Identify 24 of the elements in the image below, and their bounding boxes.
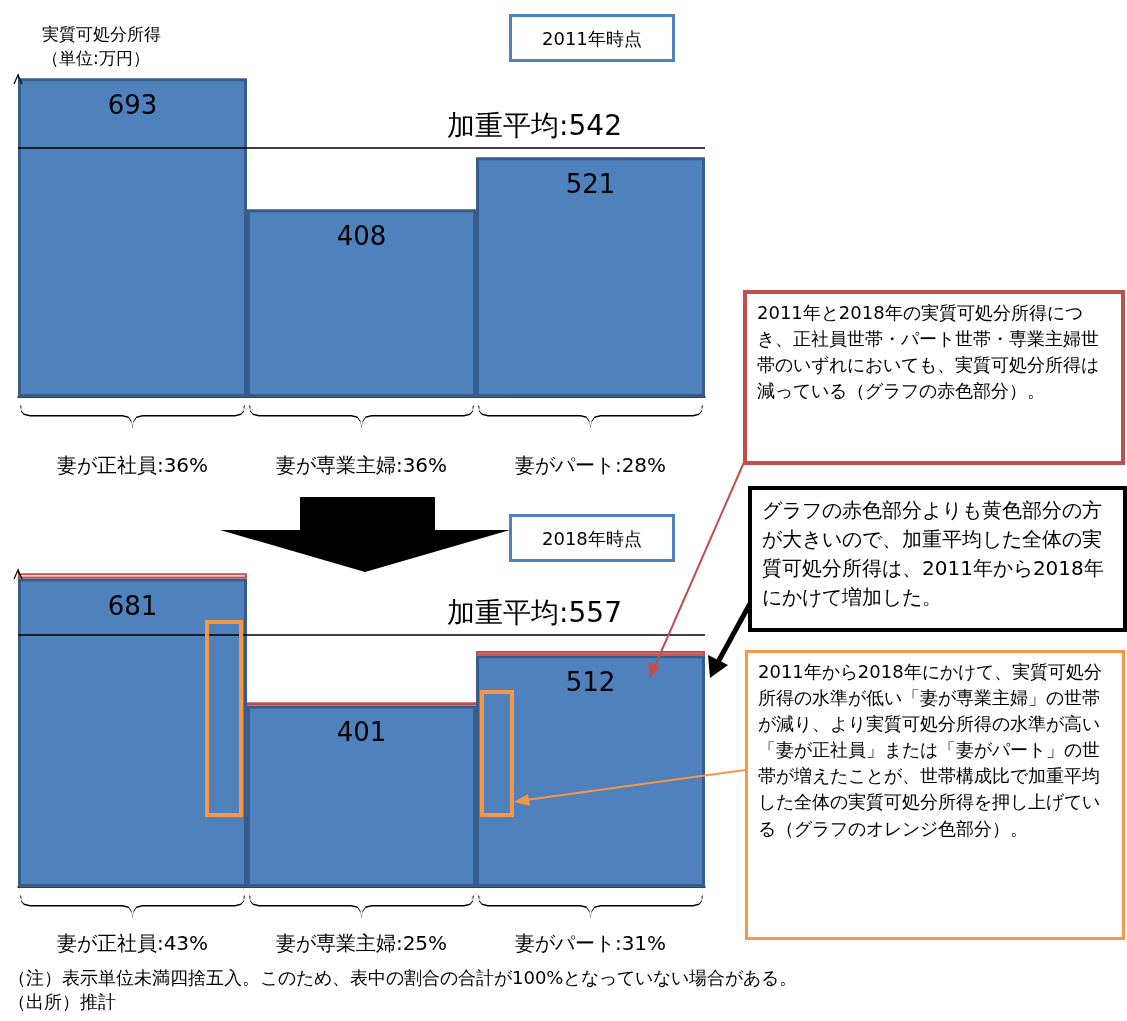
text: 2011年から2018年にかけて、実質可処分所得の水準が低い「妻が専業主婦」の世帯が減り、より実質可処分所得の水準が高い「妻が正社員」または「妻がパート」の世帯が増えたことが、世帯構成比で加重平均した全体の実質可処分所得を押し上げている（グラフのオレンジ色部分）。 [745, 650, 1125, 940]
chart-title: 2011年時点 [542, 27, 642, 49]
bar [18, 573, 247, 579]
text: （注）表示単位未満四捨五入。このため、表中の割合の合計が100%となっていない場合がある。 [8, 966, 798, 990]
x-tick-label: 妻が専業主婦:25% [275, 931, 448, 955]
x-tick-label: 妻が正社員:36% [56, 453, 209, 477]
data-label: 401 [336, 717, 387, 748]
text: 2011年と2018年の実質可処分所得につき、正社員世帯・パート世帯・専業主婦世帯のいずれにおいても、実質可処分所得は減っている（グラフの赤色部分）。 [743, 290, 1125, 465]
ref-line-label: 加重平均:542 [447, 109, 622, 143]
text: グラフの赤色部分よりも黄色部分の方が大きいので、加重平均した全体の実質可処分所得は、2011年から2018年にかけて増加した。 [748, 486, 1127, 632]
data-label: 521 [565, 169, 616, 200]
bar [476, 651, 705, 656]
data-label: 681 [107, 590, 158, 621]
data-label: 408 [336, 221, 387, 252]
y-axis-title: 実質可処分所得（単位:万円） [42, 24, 161, 68]
x-tick-label: 妻がパート:31% [514, 931, 667, 955]
x-tick-label: 妻がパート:28% [514, 453, 667, 477]
chart-title: 2018年時点 [542, 527, 642, 549]
x-tick-label: 妻が正社員:43% [56, 931, 209, 955]
text: （出所）推計 [8, 990, 116, 1014]
data-label: 512 [565, 667, 616, 698]
x-tick-label: 妻が専業主婦:36% [275, 453, 448, 477]
data-label: 693 [107, 90, 158, 121]
ref-line-label: 加重平均:557 [447, 596, 622, 630]
